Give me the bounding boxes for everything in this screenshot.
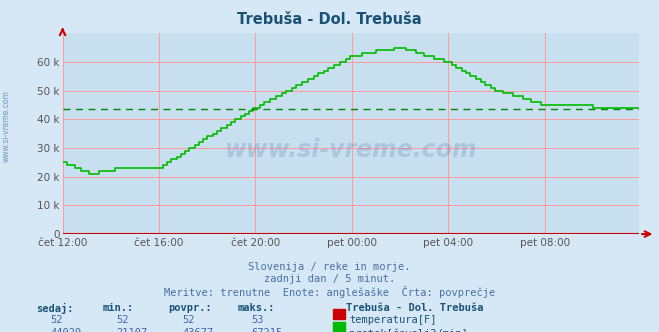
Text: Slovenija / reke in morje.: Slovenija / reke in morje. [248, 262, 411, 272]
Text: 53: 53 [252, 315, 264, 325]
Text: pretok[čevelj3/min]: pretok[čevelj3/min] [349, 328, 468, 332]
Text: www.si-vreme.com: www.si-vreme.com [2, 90, 11, 162]
Text: Trebuša - Dol. Trebuša: Trebuša - Dol. Trebuša [237, 12, 422, 27]
Text: temperatura[F]: temperatura[F] [349, 315, 437, 325]
Text: 67215: 67215 [252, 328, 283, 332]
Text: zadnji dan / 5 minut.: zadnji dan / 5 minut. [264, 274, 395, 284]
Text: 21107: 21107 [117, 328, 148, 332]
Text: min.:: min.: [102, 303, 133, 313]
Text: Trebuša - Dol. Trebuša: Trebuša - Dol. Trebuša [346, 303, 484, 313]
Text: 44029: 44029 [51, 328, 82, 332]
Text: povpr.:: povpr.: [168, 303, 212, 313]
Text: 52: 52 [51, 315, 63, 325]
Text: 43677: 43677 [183, 328, 214, 332]
Text: sedaj:: sedaj: [36, 303, 74, 314]
Text: 52: 52 [183, 315, 195, 325]
Text: maks.:: maks.: [237, 303, 275, 313]
Text: Meritve: trenutne  Enote: anglešaške  Črta: povprečje: Meritve: trenutne Enote: anglešaške Črta… [164, 286, 495, 297]
Text: 52: 52 [117, 315, 129, 325]
Text: www.si-vreme.com: www.si-vreme.com [225, 138, 477, 162]
